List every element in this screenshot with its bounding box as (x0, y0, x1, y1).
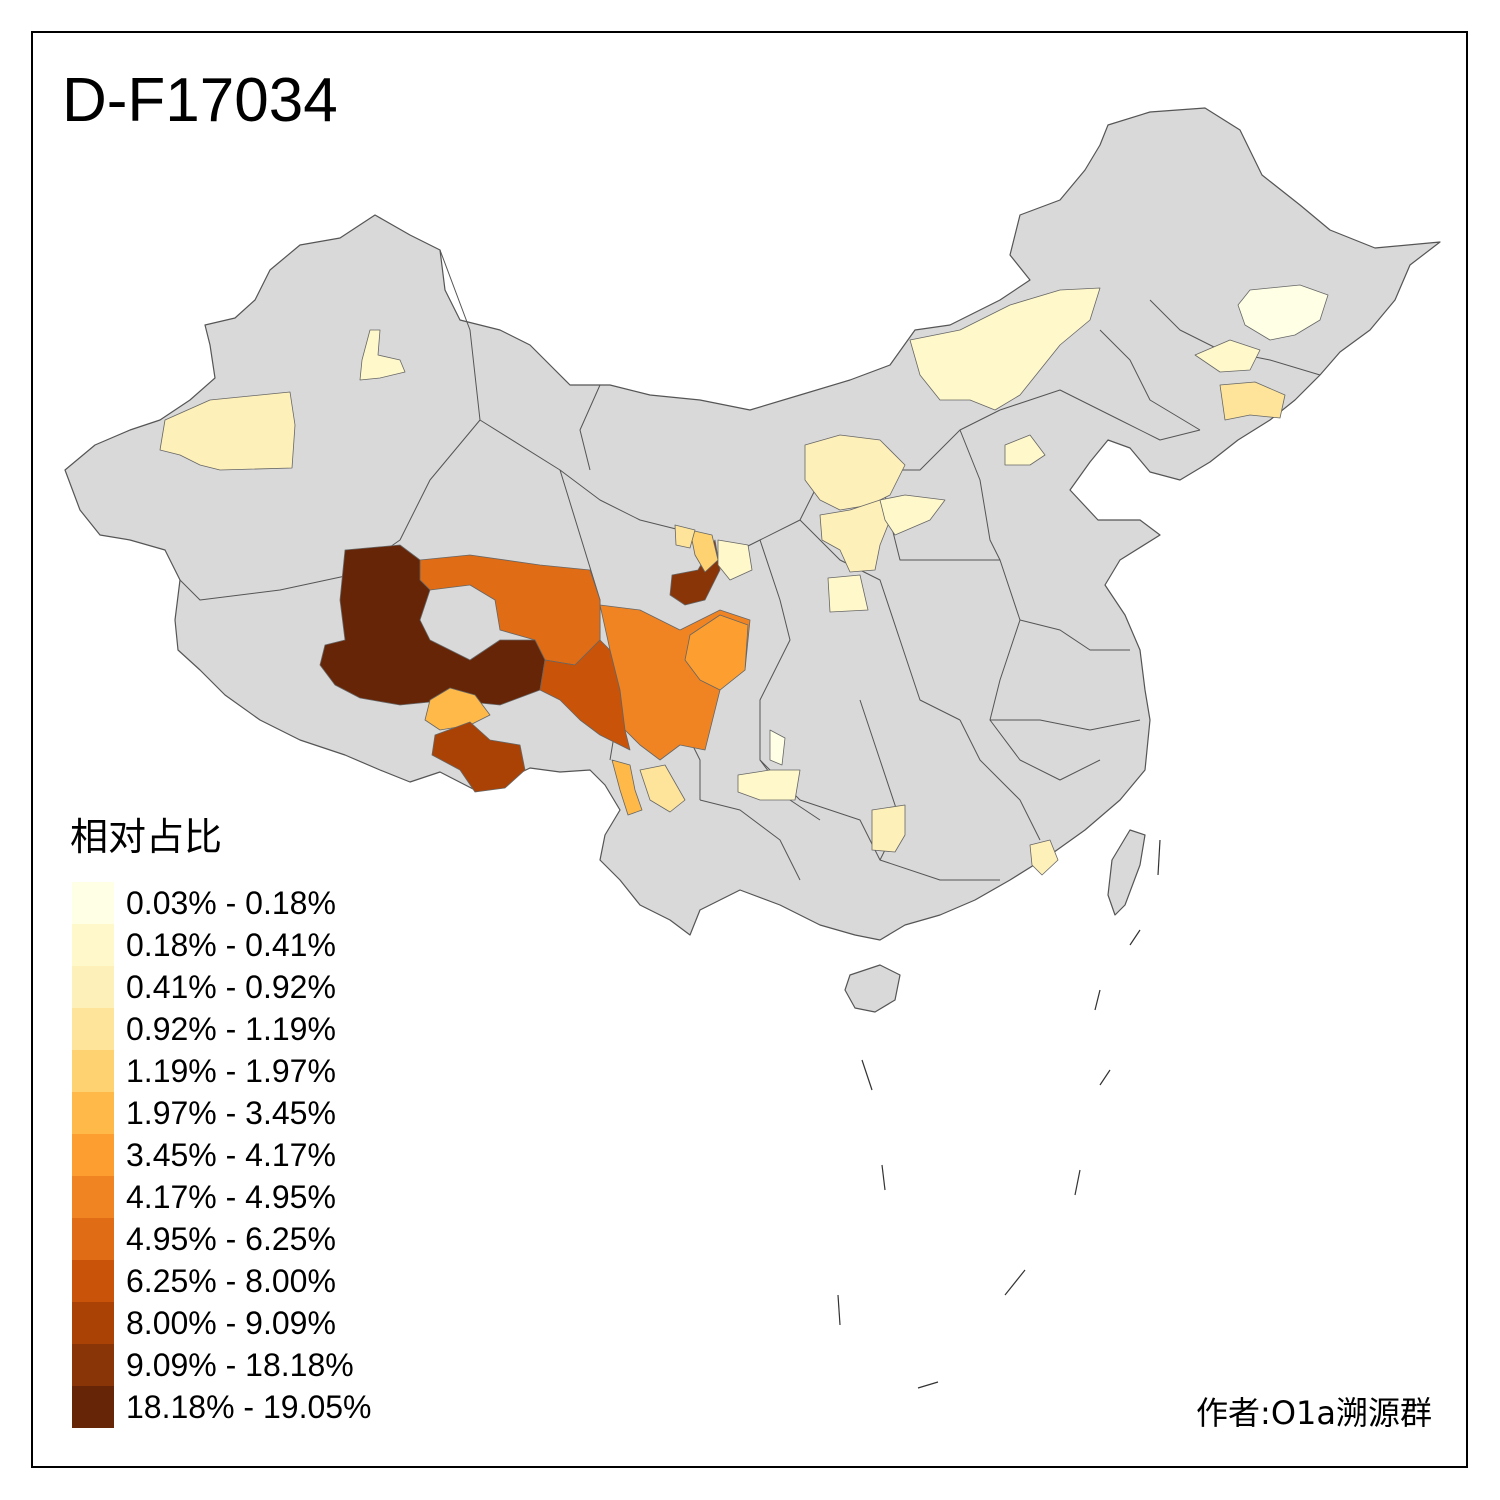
region-bin-2d (909, 287, 1101, 411)
region-bin-2h (737, 769, 801, 801)
legend-swatch (72, 1092, 114, 1134)
legend-item: 18.18% - 19.05% (72, 1386, 372, 1428)
legend-item: 0.18% - 0.41% (72, 924, 372, 966)
region-bin-3c (1219, 381, 1286, 421)
legend-item: 0.03% - 0.18% (72, 882, 372, 924)
legend-label: 1.97% - 3.45% (126, 1094, 336, 1131)
region-bin-7 (684, 614, 749, 691)
legend-swatch (72, 1134, 114, 1176)
legend-swatch (72, 1302, 114, 1344)
legend-swatch (72, 1176, 114, 1218)
legend-label: 1.19% - 1.97% (126, 1052, 336, 1089)
legend-swatch (72, 1260, 114, 1302)
region-bin-2e (1194, 339, 1261, 373)
region-bin-2g (359, 329, 406, 381)
legend-label: 3.45% - 4.17% (126, 1136, 336, 1173)
region-bin-2f (1004, 434, 1046, 466)
legend-label: 9.09% - 18.18% (126, 1346, 354, 1383)
region-bin-2c (827, 574, 869, 613)
legend-swatch (72, 1050, 114, 1092)
hainan-island (844, 964, 901, 1013)
legend-item: 8.00% - 9.09% (72, 1302, 372, 1344)
legend-title: 相对占比 (70, 815, 223, 859)
china-base-map (64, 107, 1441, 1013)
region-bin-4b (639, 764, 686, 813)
region-bin-6b (611, 759, 643, 816)
region-bin-11b (431, 721, 526, 793)
legend-item: 1.19% - 1.97% (72, 1050, 372, 1092)
legend-label: 0.03% - 0.18% (126, 884, 336, 921)
legend-item: 1.97% - 3.45% (72, 1092, 372, 1134)
legend-swatch (72, 1008, 114, 1050)
legend-item: 3.45% - 4.17% (72, 1134, 372, 1176)
legend-item: 0.41% - 0.92% (72, 966, 372, 1008)
region-bin-2b (879, 494, 946, 536)
legend-swatch (72, 1386, 114, 1428)
region-bin-3d (159, 391, 296, 471)
legend-label: 0.92% - 1.19% (126, 1010, 336, 1047)
map-title: D-F17034 (62, 66, 338, 135)
legend-label: 18.18% - 19.05% (126, 1388, 372, 1425)
legend-swatch (72, 1218, 114, 1260)
legend-label: 0.41% - 0.92% (126, 968, 336, 1005)
legend-label: 6.25% - 8.00% (126, 1262, 336, 1299)
legend-swatch (72, 924, 114, 966)
author-credit: 作者:O1a溯源群 (1196, 1394, 1432, 1432)
legend-label: 8.00% - 9.09% (126, 1304, 336, 1341)
region-bin-3f (1029, 839, 1059, 876)
map-frame (31, 31, 1468, 1468)
legend-swatch (72, 882, 114, 924)
legend-label: 0.18% - 0.41% (126, 926, 336, 963)
region-bin-3b (819, 499, 891, 573)
south-sea-islands (837, 839, 1161, 1389)
mainland-outline (64, 107, 1441, 941)
taiwan-island (1107, 829, 1146, 916)
region-bin-6 (424, 687, 491, 731)
region-bin-2 (717, 539, 753, 581)
legend-label: 4.95% - 6.25% (126, 1220, 336, 1257)
legend-item: 9.09% - 18.18% (72, 1344, 372, 1386)
legend-swatch (72, 966, 114, 1008)
region-bin-5 (689, 529, 719, 573)
legend-item: 0.92% - 1.19% (72, 1008, 372, 1050)
legend: 0.03% - 0.18% 0.18% - 0.41% 0.41% - 0.92… (72, 882, 372, 1428)
region-bin-1 (1237, 284, 1329, 341)
legend-item: 4.95% - 6.25% (72, 1218, 372, 1260)
region-bin-11 (539, 639, 631, 751)
legend-label: 4.17% - 4.95% (126, 1178, 336, 1215)
legend-swatch (72, 1344, 114, 1386)
legend-item: 4.17% - 4.95% (72, 1176, 372, 1218)
region-bin-1b (769, 729, 786, 766)
legend-item: 6.25% - 8.00% (72, 1260, 372, 1302)
region-bin-4 (674, 524, 696, 549)
region-bin-3e (871, 804, 906, 853)
